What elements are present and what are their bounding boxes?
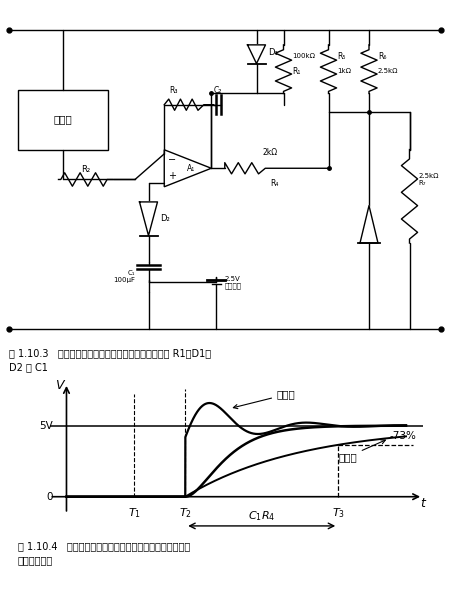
Polygon shape — [248, 45, 266, 64]
FancyBboxPatch shape — [18, 90, 108, 150]
Text: 2kΩ: 2kΩ — [262, 148, 278, 157]
Text: 图 1.10.4   改进电路的导通特性，显示了欠阻尼、过阻尼和
最佳阻尼曲线: 图 1.10.4 改进电路的导通特性，显示了欠阻尼、过阻尼和 最佳阻尼曲线 — [18, 541, 190, 565]
Text: R₄: R₄ — [270, 179, 279, 188]
Text: 1kΩ: 1kΩ — [338, 68, 351, 74]
Text: t: t — [421, 497, 425, 510]
Polygon shape — [360, 206, 378, 243]
Text: 2.5kΩ: 2.5kΩ — [378, 68, 399, 74]
Text: 调制器: 调制器 — [54, 115, 72, 125]
Text: 0: 0 — [46, 492, 53, 502]
Text: D₂: D₂ — [160, 214, 170, 223]
Text: R₃: R₃ — [169, 86, 177, 95]
Text: R₂: R₂ — [81, 165, 90, 174]
Text: +: + — [168, 171, 176, 182]
Text: -73%: -73% — [389, 431, 416, 441]
Text: $T_3$: $T_3$ — [332, 506, 345, 520]
Text: 图 1.10.3   已改进的控制电路，具有导通过冲抑制元件 R1、D1、
D2 和 C1: 图 1.10.3 已改进的控制电路，具有导通过冲抑制元件 R1、D1、 D2 和… — [9, 348, 211, 371]
Text: 过阻尼: 过阻尼 — [338, 440, 385, 462]
Text: $T_1$: $T_1$ — [128, 506, 141, 520]
Text: 欠阻尼: 欠阻尼 — [234, 389, 296, 409]
Text: −: − — [167, 155, 176, 165]
Text: A₁: A₁ — [187, 164, 196, 173]
Text: $T_2$: $T_2$ — [179, 506, 192, 520]
Text: $C_1R_4$: $C_1R_4$ — [248, 510, 275, 523]
Polygon shape — [140, 202, 158, 235]
Text: R₅: R₅ — [338, 52, 346, 61]
Text: 2.5kΩ
R₇: 2.5kΩ R₇ — [418, 173, 439, 186]
Text: C₂: C₂ — [214, 86, 222, 95]
Text: 5V: 5V — [39, 421, 53, 430]
Text: R₁: R₁ — [292, 66, 301, 75]
Text: 2.5V
参考电压: 2.5V 参考电压 — [225, 275, 242, 289]
Text: V: V — [55, 379, 64, 392]
Text: R₆: R₆ — [378, 52, 387, 61]
Text: 100kΩ: 100kΩ — [292, 53, 315, 59]
Text: C₁
100μF: C₁ 100μF — [113, 270, 135, 283]
Text: D₁: D₁ — [268, 48, 278, 57]
